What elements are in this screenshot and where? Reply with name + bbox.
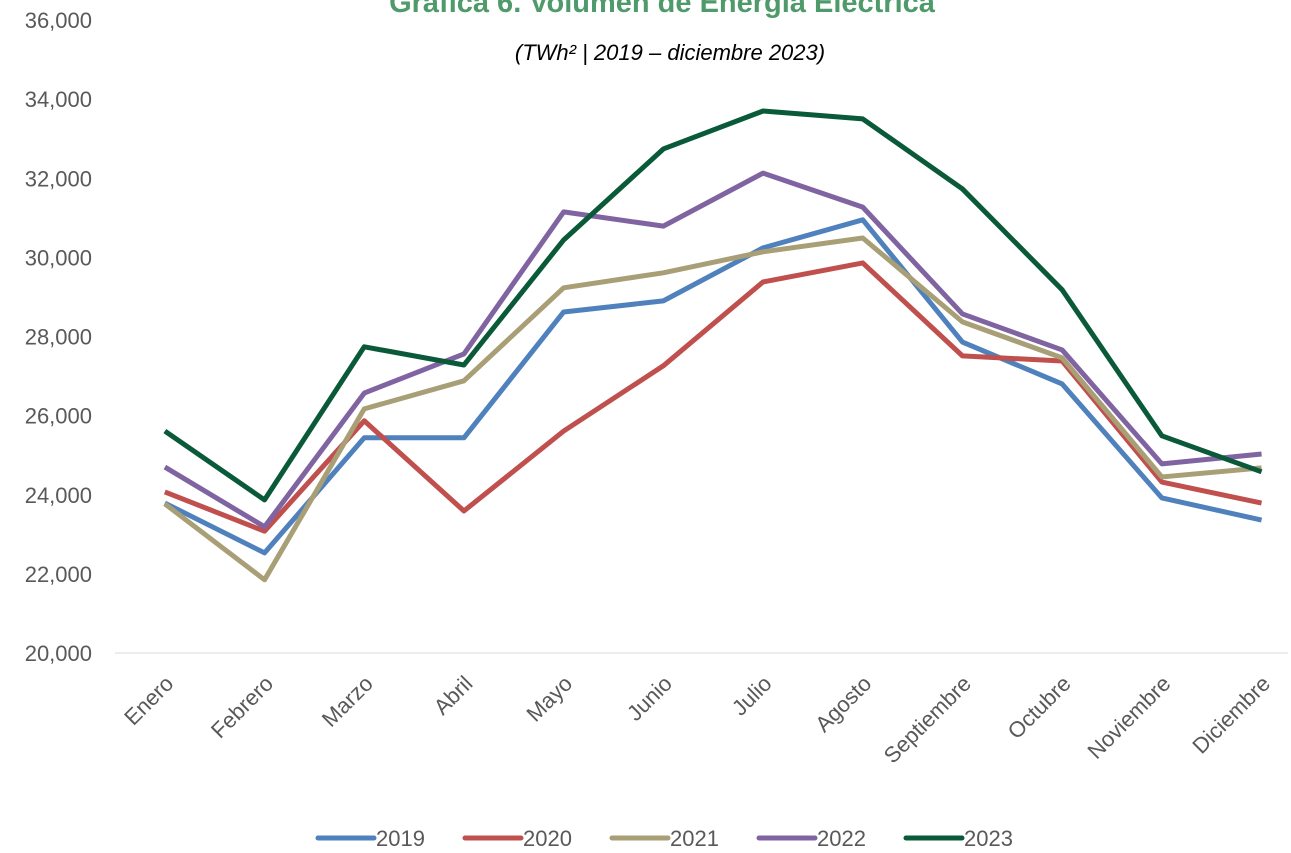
x-tick-label: Enero	[119, 671, 178, 730]
legend-label: 2021	[670, 826, 719, 851]
legend-label: 2020	[523, 826, 572, 851]
x-tick-label: Agosto	[810, 671, 876, 737]
chart-subtitle: (TWh² | 2019 – diciembre 2023)	[515, 40, 825, 65]
series-line	[163, 170, 1262, 530]
x-tick-label: Septiembre	[879, 671, 976, 768]
x-tick-label: Octubre	[1003, 671, 1076, 744]
x-tick-label: Marzo	[317, 671, 378, 732]
x-tick-label: Noviembre	[1082, 671, 1175, 764]
y-tick-label: 20,000	[25, 641, 92, 666]
series-line	[163, 108, 1263, 503]
legend-label: 2019	[376, 826, 425, 851]
y-tick-label: 34,000	[25, 87, 92, 112]
y-tick-label: 30,000	[25, 245, 92, 270]
x-tick-label: Diciembre	[1187, 671, 1275, 759]
y-tick-label: 32,000	[25, 166, 92, 191]
x-tick-label: Febrero	[206, 671, 278, 743]
legend-label: 2023	[964, 826, 1013, 851]
y-tick-label: 26,000	[25, 404, 92, 429]
legend-label: 2022	[817, 826, 866, 851]
x-tick-label: Mayo	[521, 671, 577, 727]
y-tick-label: 24,000	[25, 483, 92, 508]
y-tick-label: 22,000	[25, 562, 92, 587]
series-line	[163, 235, 1262, 583]
x-tick-label: Junio	[622, 671, 677, 726]
chart-title: Gráfica 6. Volumen de Energía Eléctrica	[389, 0, 936, 19]
y-tick-label: 28,000	[25, 325, 92, 350]
x-tick-label: Abril	[429, 671, 478, 720]
y-tick-label: 36,000	[25, 8, 92, 33]
x-tick-label: Julio	[727, 671, 777, 721]
series-line	[163, 217, 1263, 556]
